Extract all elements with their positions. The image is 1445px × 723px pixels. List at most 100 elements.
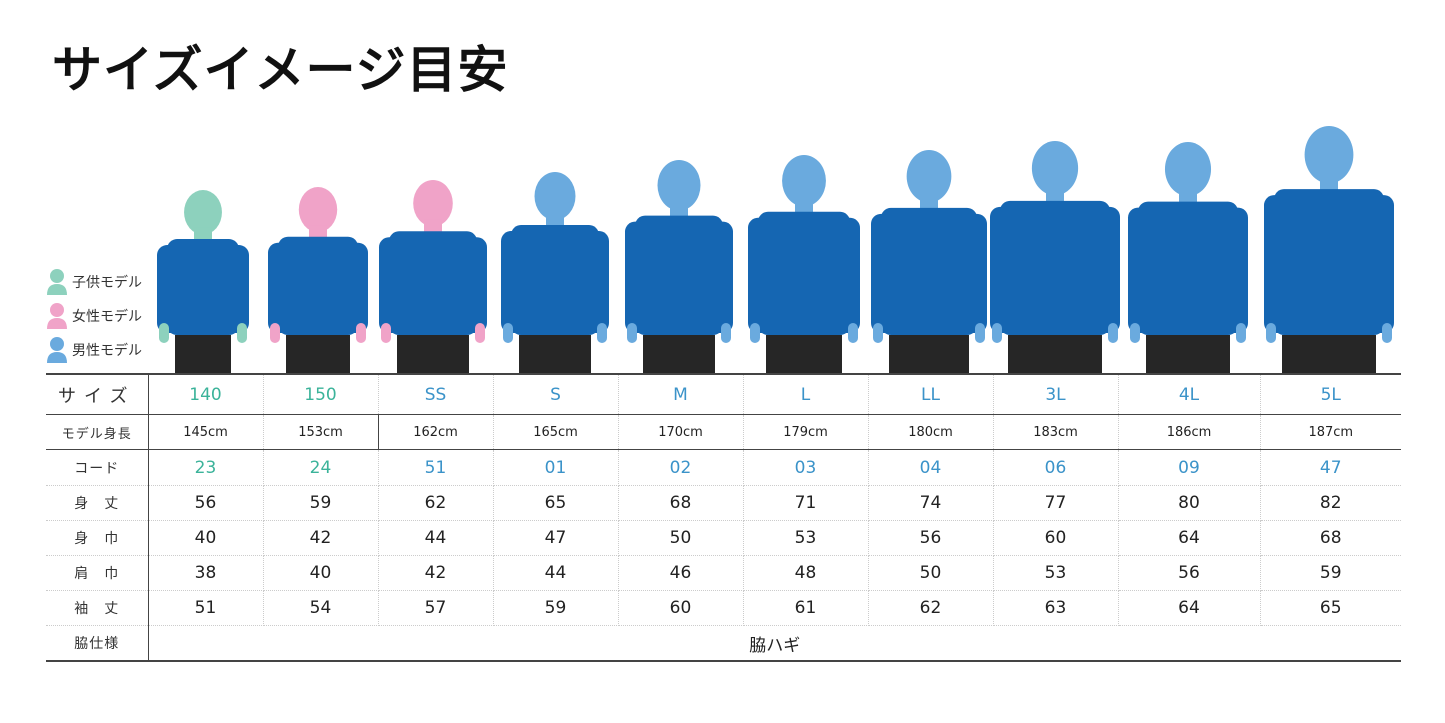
measurement-cell: 65	[493, 485, 619, 521]
model-hand	[356, 323, 366, 343]
measurement-cell: 68	[1260, 520, 1401, 556]
model-head	[1031, 141, 1079, 196]
size-cell: 140	[148, 373, 264, 415]
side-spec-value: 脇ハギ	[148, 625, 1401, 662]
measurement-cell: 47	[493, 520, 619, 556]
measurement-cell: 42	[378, 555, 494, 591]
row-label: 肩 巾	[46, 555, 149, 591]
row-label: 身 巾	[46, 520, 149, 556]
legend-label: 子供モデル	[72, 275, 142, 291]
model-hand	[721, 323, 731, 343]
size-cell: S	[493, 373, 619, 415]
measurement-cell: 44	[493, 555, 619, 591]
model-hand	[1236, 323, 1246, 343]
model-shorts	[1008, 335, 1102, 373]
measurement-cell: 68	[618, 485, 744, 521]
model-shirt	[389, 231, 477, 335]
model-shorts	[286, 335, 350, 373]
row-label: 袖 丈	[46, 590, 149, 626]
model-head	[906, 150, 952, 203]
model-hand	[159, 323, 169, 343]
model-head	[534, 172, 576, 221]
model-head	[657, 160, 701, 211]
model-shorts	[1146, 335, 1230, 373]
measurement-cell: 48	[743, 555, 869, 591]
model-hand	[848, 323, 858, 343]
model-shirt	[167, 239, 239, 335]
height-cell: 162cm	[377, 414, 494, 450]
model-figures	[157, 126, 1394, 373]
size-cell: LL	[868, 373, 994, 415]
legend-female: 女性モデル	[46, 302, 142, 330]
measurement-cell: 40	[148, 520, 264, 556]
code-cell: 03	[743, 449, 869, 486]
code-cell: 01	[493, 449, 619, 486]
measurement-cell: 38	[148, 555, 264, 591]
model-hand	[503, 323, 513, 343]
code-cell: 09	[1118, 449, 1261, 486]
measurement-cell: 64	[1118, 520, 1261, 556]
size-cell: 5L	[1260, 373, 1401, 415]
model-shorts	[1282, 335, 1376, 373]
code-cell: 04	[868, 449, 994, 486]
person-icon	[47, 269, 67, 295]
model-hand	[1382, 323, 1392, 343]
model-shirt	[278, 236, 358, 335]
measurement-cell: 60	[618, 590, 744, 626]
model-shorts	[397, 335, 469, 373]
height-cell: 170cm	[618, 414, 744, 450]
height-cell: 179cm	[743, 414, 869, 450]
model-head	[1304, 126, 1354, 184]
size-cell: M	[618, 373, 744, 415]
model-shirt	[511, 225, 599, 335]
model-hand	[1108, 323, 1118, 343]
code-cell: 23	[148, 449, 264, 486]
measurement-cell: 71	[743, 485, 869, 521]
model-head	[1164, 142, 1212, 197]
model-head	[184, 190, 222, 235]
model-shorts	[889, 335, 969, 373]
model-hand	[1130, 323, 1140, 343]
model-hand	[270, 323, 280, 343]
measurement-cell: 56	[868, 520, 994, 556]
legend-male: 男性モデル	[46, 336, 142, 364]
model-hand	[975, 323, 985, 343]
measurement-cell: 63	[993, 590, 1119, 626]
model-hand	[475, 323, 485, 343]
model-head	[413, 180, 453, 227]
model-height-row: モデル身長 145cm 153cm 162cm 165cm 170cm 179cm 180cm…	[46, 414, 1401, 450]
row-label: 脇仕様	[46, 625, 149, 662]
measurement-row: 身 巾 40 42 44 47 50 53 56 60 64 68	[46, 520, 1401, 556]
measurement-cell: 54	[263, 590, 379, 626]
measurement-cell: 64	[1118, 590, 1261, 626]
measurement-cell: 51	[148, 590, 264, 626]
model-head	[298, 187, 338, 233]
measurement-cell: 60	[993, 520, 1119, 556]
measurement-cell: 59	[493, 590, 619, 626]
measurement-cell: 42	[263, 520, 379, 556]
legend-child: 子供モデル	[46, 268, 142, 296]
height-cell: 180cm	[868, 414, 994, 450]
row-label: 身 丈	[46, 485, 149, 521]
model-shirt	[1138, 201, 1238, 335]
measurement-cell: 57	[378, 590, 494, 626]
model-hand	[381, 323, 391, 343]
model-shorts	[643, 335, 715, 373]
size-cell: 150	[263, 373, 379, 415]
model-hand	[873, 323, 883, 343]
model-shorts	[175, 335, 231, 373]
person-icon	[47, 337, 67, 363]
model-hand	[750, 323, 760, 343]
code-cell: 06	[993, 449, 1119, 486]
model-hand	[627, 323, 637, 343]
measurement-row: 肩 巾 38 40 42 44 46 48 50 53 56 59	[46, 555, 1401, 591]
model-shirt	[635, 215, 723, 335]
height-cell: 145cm	[148, 414, 264, 450]
measurement-cell: 53	[993, 555, 1119, 591]
measurement-cell: 56	[1118, 555, 1261, 591]
measurement-cell: 56	[148, 485, 264, 521]
measurement-cell: 61	[743, 590, 869, 626]
size-row: サイズ 140 150 SS S M L LL 3L 4L 5L	[46, 373, 1401, 415]
measurement-cell: 46	[618, 555, 744, 591]
page-title: サイズイメージ目安	[52, 41, 509, 99]
